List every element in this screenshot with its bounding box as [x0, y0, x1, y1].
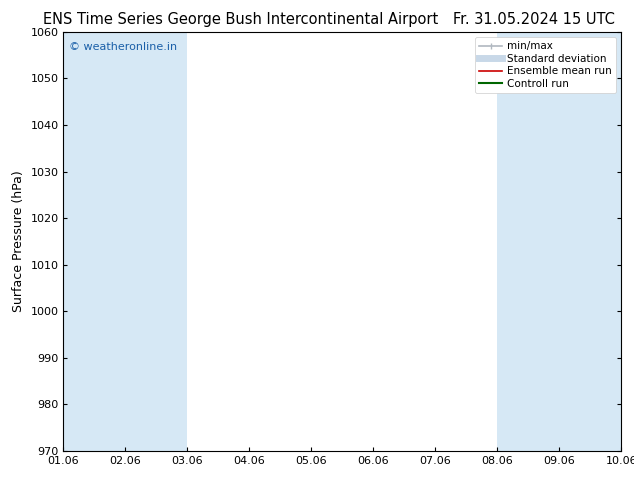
Bar [497, 32, 559, 451]
Text: Fr. 31.05.2024 15 UTC: Fr. 31.05.2024 15 UTC [453, 12, 615, 27]
Bar [621, 32, 634, 451]
Legend: min/max, Standard deviation, Ensemble mean run, Controll run: min/max, Standard deviation, Ensemble me… [475, 37, 616, 93]
Bar [63, 32, 126, 451]
Bar [126, 32, 188, 451]
Text: ENS Time Series George Bush Intercontinental Airport: ENS Time Series George Bush Intercontine… [43, 12, 439, 27]
Y-axis label: Surface Pressure (hPa): Surface Pressure (hPa) [12, 171, 25, 312]
Bar [559, 32, 621, 451]
Text: © weatheronline.in: © weatheronline.in [69, 42, 177, 52]
